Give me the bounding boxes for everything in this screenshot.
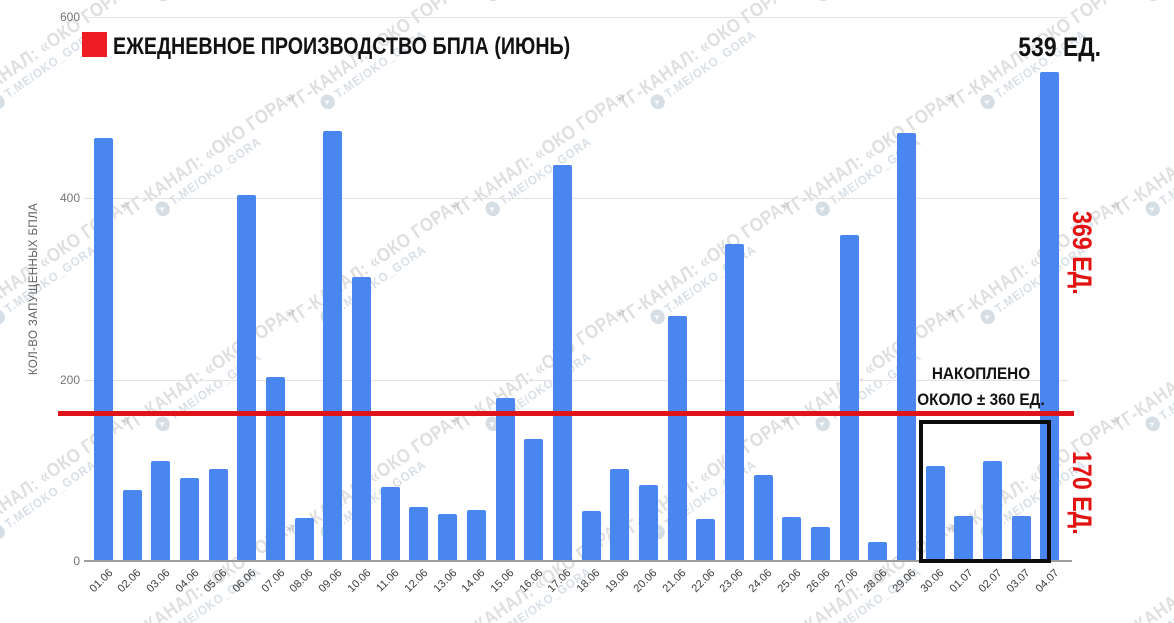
- bar-07.06: [266, 376, 286, 561]
- highlight-box: [918, 420, 1051, 563]
- bar-27.06: [839, 234, 859, 561]
- bar-19.06: [610, 469, 630, 561]
- y-axis-title: КОЛ-ВО ЗАПУЩЕННЫХ БПЛА: [28, 202, 40, 376]
- bar-04.06: [180, 477, 200, 561]
- reference-line: [58, 411, 1074, 417]
- accumulated-label: НАКОПЛЕНО ОКОЛО ± 360 ЕД.: [891, 361, 1071, 413]
- y-tick-label-400: 400: [59, 191, 80, 206]
- bar-28.06: [868, 541, 888, 561]
- bar-01.06: [94, 137, 113, 561]
- legend-swatch: [82, 32, 107, 57]
- y-tick-label-200: 200: [59, 372, 80, 387]
- bar-17.06: [552, 164, 572, 561]
- bar-14.06: [466, 510, 486, 561]
- bar-04.07: [1040, 72, 1060, 561]
- bar-25.06: [782, 516, 802, 561]
- bar-02.07: [983, 461, 1003, 561]
- bar-08.06: [294, 518, 314, 561]
- gridline-400: [84, 198, 1068, 200]
- bar-05.06: [208, 469, 228, 561]
- bar-10.06: [352, 277, 372, 561]
- bar-13.06: [438, 513, 458, 561]
- bar-09.06: [323, 131, 343, 561]
- right-lower-value-label: 170 ЕД.: [1067, 451, 1097, 535]
- chart-title: ЕЖЕДНЕВНОЕ ПРОИЗВОДСТВО БПЛА (ИЮНЬ): [113, 33, 571, 60]
- bar-11.06: [380, 486, 400, 561]
- bar-26.06: [811, 526, 830, 561]
- right-upper-value-label: 369 ЕД.: [1067, 211, 1097, 295]
- bar-18.06: [581, 511, 601, 561]
- accumulated-label-line1: НАКОПЛЕНО: [931, 364, 1031, 383]
- peak-value-label: 539 ЕД.: [1018, 32, 1101, 62]
- y-tick-label-600: 600: [59, 10, 80, 24]
- bar-23.06: [724, 243, 744, 561]
- gridline-600: [84, 17, 1068, 18]
- y-tick-label-0: 0: [73, 554, 80, 568]
- bar-30.06: [925, 465, 945, 561]
- bar-22.06: [696, 519, 716, 561]
- bar-20.06: [638, 484, 658, 561]
- bar-02.06: [122, 490, 142, 561]
- bar-01.07: [954, 515, 974, 561]
- x-axis-line: [84, 560, 1072, 562]
- bar-06.06: [237, 194, 257, 561]
- bar-15.06: [495, 397, 515, 561]
- bar-03.07: [1011, 515, 1031, 561]
- accumulated-label-line2: ОКОЛО ± 360 ЕД.: [917, 390, 1045, 409]
- bar-03.06: [151, 461, 171, 561]
- bar-29.06: [897, 133, 917, 561]
- bar-16.06: [524, 438, 544, 561]
- bar-12.06: [409, 506, 429, 561]
- bar-21.06: [667, 316, 687, 561]
- gridline-200: [84, 379, 1068, 381]
- bar-24.06: [753, 474, 773, 561]
